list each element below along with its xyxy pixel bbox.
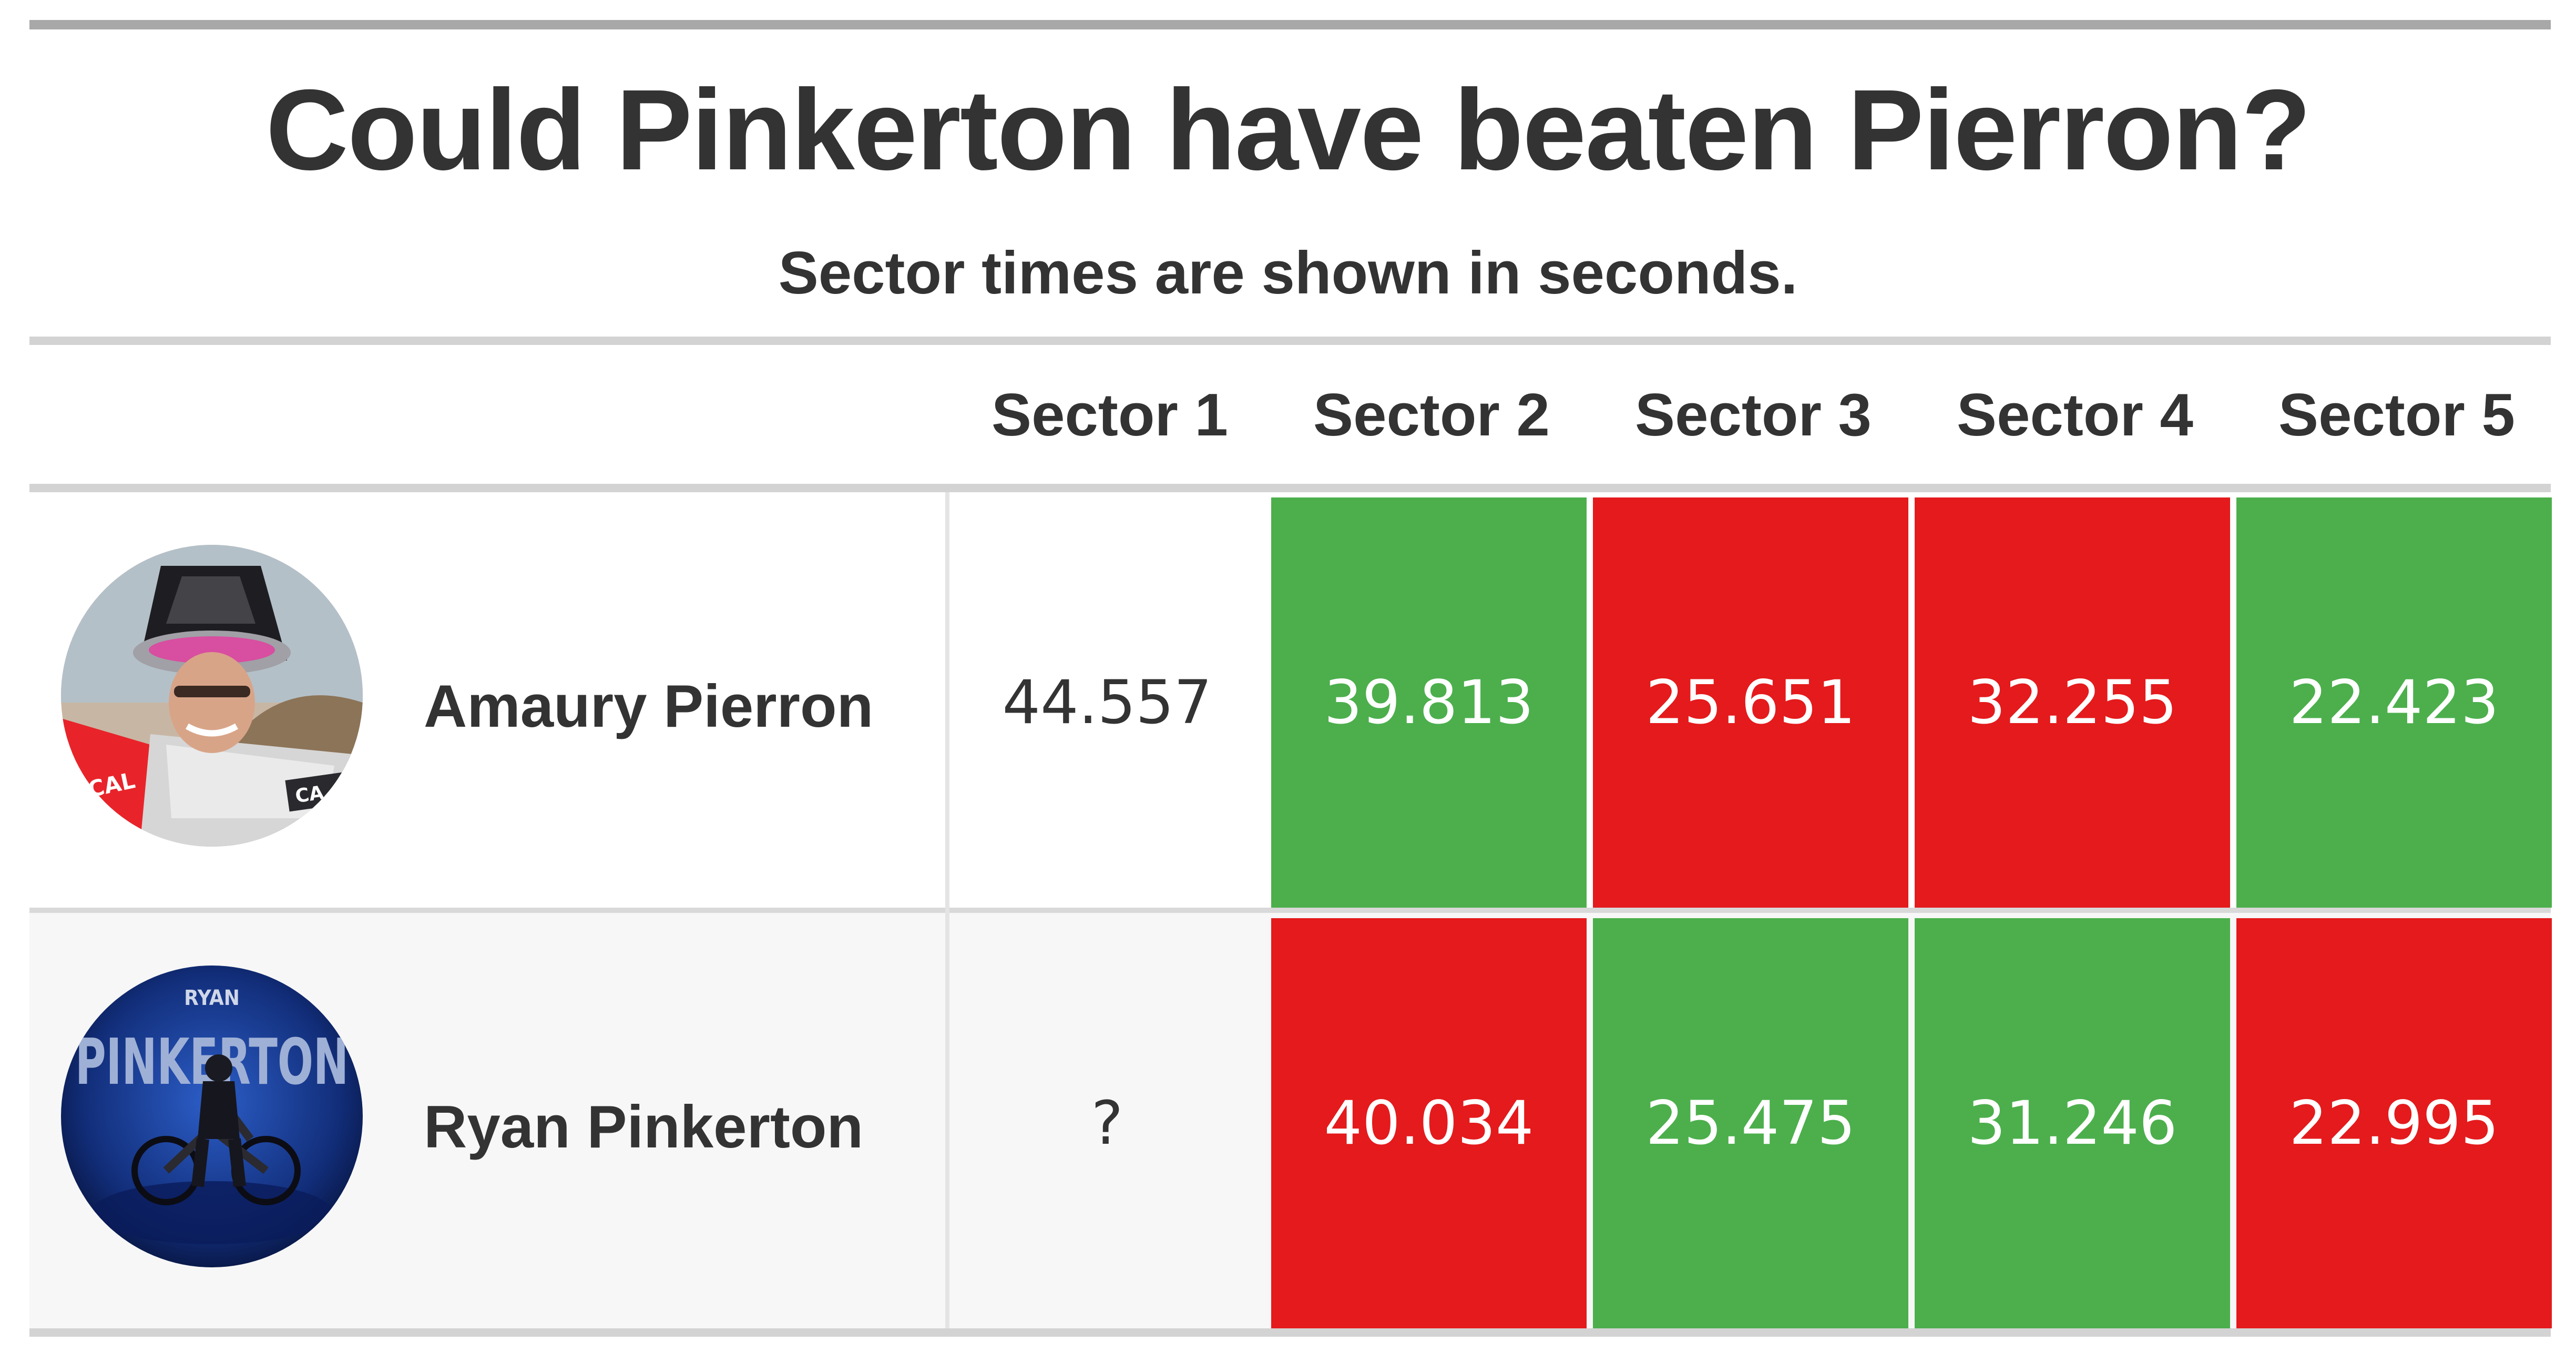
column-header-sector-5: Sector 5: [2278, 382, 2515, 449]
sector-4-time-cell: 31.246: [1915, 918, 2230, 1328]
sector-1-time-cell: 44.557: [1002, 667, 1212, 737]
rider-photo-icon: CAL CA: [61, 545, 363, 847]
sector-5-time-cell: 22.995: [2236, 918, 2552, 1328]
title-rule: [29, 337, 2551, 345]
sector-1-time-cell: ?: [1091, 1088, 1123, 1158]
sector-3-time-cell: 25.475: [1593, 918, 1908, 1328]
header-rule: [29, 484, 2551, 492]
column-header-sector-2: Sector 2: [1313, 382, 1550, 449]
column-header-sector-1: Sector 1: [991, 382, 1228, 449]
poster-small-text: RYAN: [184, 986, 240, 1010]
sector-2-time-cell: 40.034: [1271, 918, 1587, 1328]
table-subtitle: Sector times are shown in seconds.: [778, 240, 1798, 307]
column-header-sector-4: Sector 4: [1957, 382, 2193, 449]
sector-2-time-cell: 39.813: [1271, 497, 1587, 908]
column-header-sector-3: Sector 3: [1635, 382, 1872, 449]
bottom-rule: [29, 1328, 2551, 1337]
rider-poster-icon: RYAN PINKERTON: [61, 965, 363, 1267]
sector-5-time-cell: 22.423: [2236, 497, 2552, 908]
column-divider: [945, 492, 949, 1328]
rider-name: Amaury Pierron: [424, 673, 874, 740]
rider-name: Ryan Pinkerton: [424, 1094, 864, 1161]
sector-3-time-cell: 25.651: [1593, 497, 1908, 908]
rider-photo-amaury-pierron-icon: CAL CA: [61, 545, 363, 847]
row-divider: [29, 908, 2551, 913]
top-rule: [29, 20, 2551, 29]
table-title: Could Pinkerton have beaten Pierron?: [265, 66, 2311, 194]
sector-4-time-cell: 32.255: [1915, 497, 2230, 908]
rider-poster-ryan-pinkerton-icon: RYAN PINKERTON: [61, 965, 363, 1267]
